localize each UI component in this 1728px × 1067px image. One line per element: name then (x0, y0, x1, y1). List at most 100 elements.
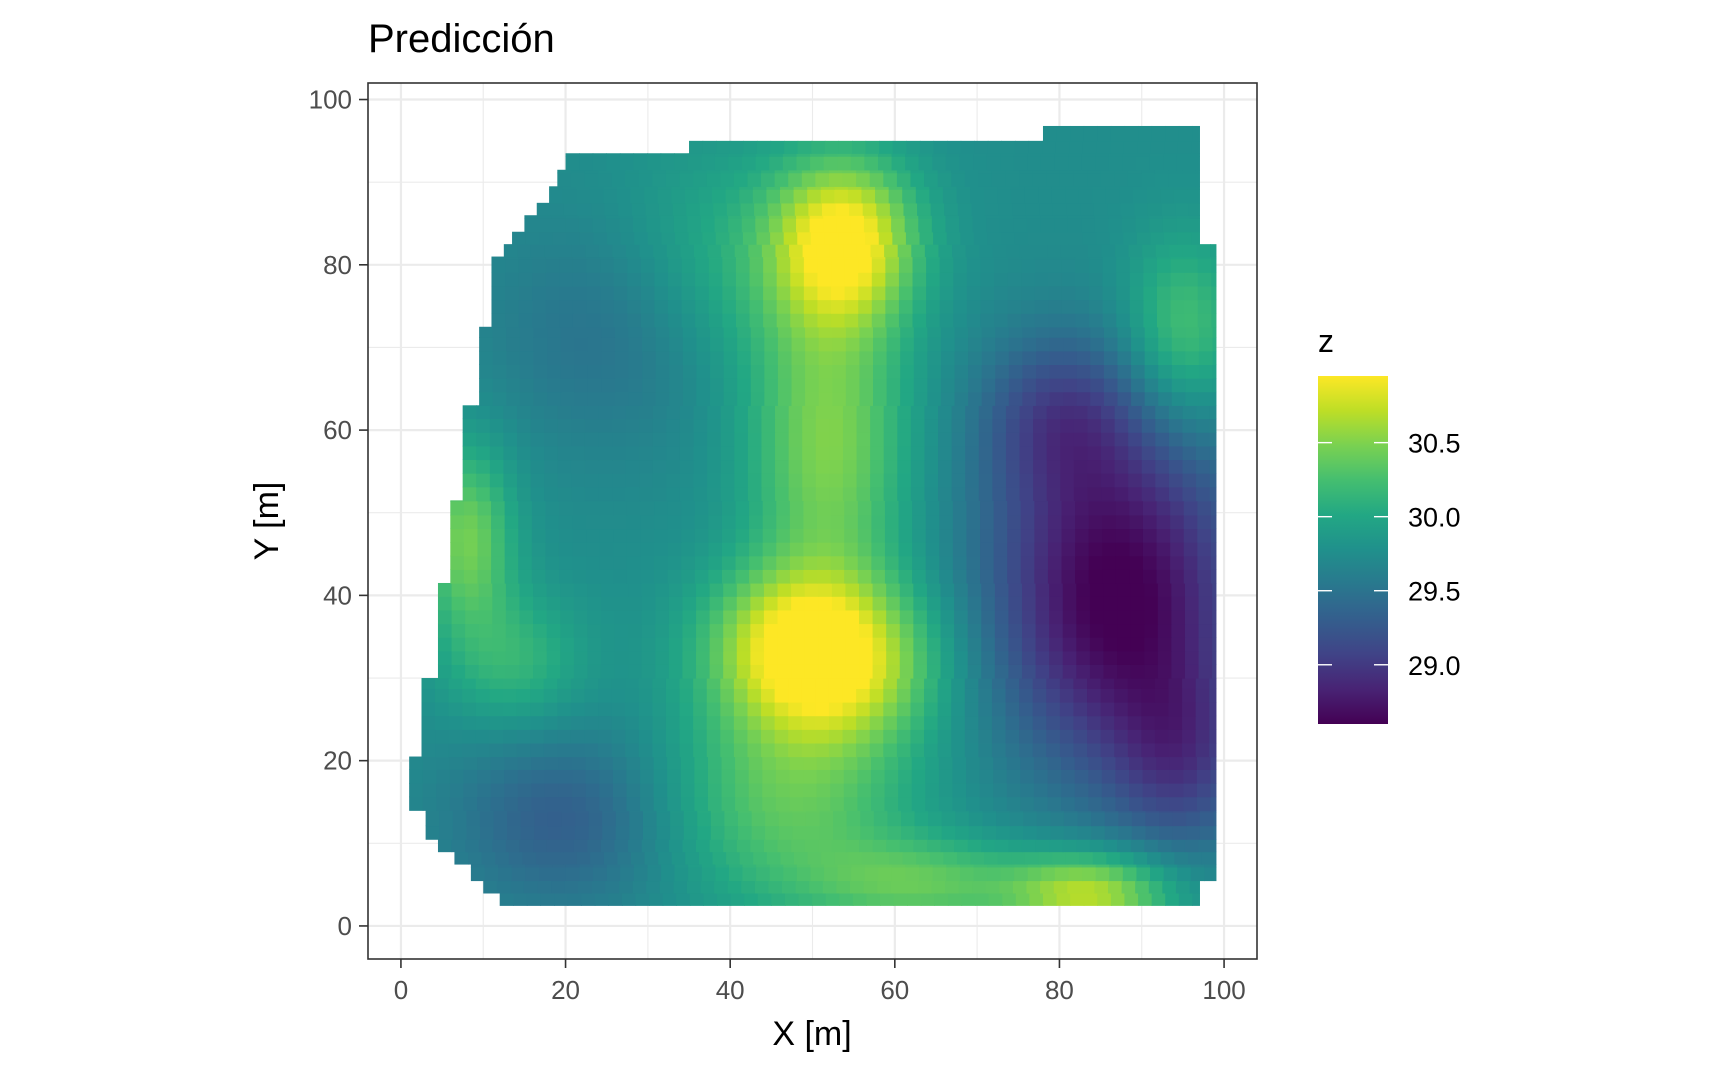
heatmap-tile (1007, 500, 1022, 502)
heatmap-tile (1087, 701, 1102, 717)
heatmap-tile (466, 825, 481, 840)
heatmap-tile (679, 418, 695, 433)
heatmap-tile (816, 769, 831, 784)
heatmap-tile (1007, 555, 1022, 570)
heatmap-tile (1049, 596, 1064, 611)
heatmap-tile (1102, 501, 1117, 516)
heatmap-tile (700, 880, 715, 894)
heatmap-tile (437, 650, 453, 665)
heatmap-tile (873, 391, 888, 406)
heatmap-tile (504, 542, 519, 557)
heatmap-tile (1046, 418, 1061, 433)
heatmap-tile (1055, 231, 1070, 245)
heatmap-tile (1210, 796, 1217, 811)
heatmap-tile (633, 863, 649, 868)
heatmap-tile (996, 811, 1011, 827)
heatmap-tile (735, 514, 750, 530)
heatmap-tile (652, 432, 667, 447)
heatmap-tile (987, 866, 1002, 882)
heatmap-tile (913, 650, 928, 665)
heatmap-tile (896, 742, 912, 758)
heatmap-tile (462, 701, 477, 717)
heatmap-tile (699, 202, 714, 216)
heatmap-tile (694, 501, 709, 516)
heatmap-tile (1131, 810, 1147, 813)
heatmap-tile (628, 637, 643, 652)
heatmap-tile (558, 796, 573, 811)
heatmap-tile (1008, 326, 1023, 338)
heatmap-tile (706, 688, 721, 703)
heatmap-tile (1034, 542, 1049, 557)
heatmap-tile (995, 350, 1010, 365)
heatmap-tile (750, 582, 765, 597)
heatmap-tile (763, 664, 779, 679)
heatmap-tile (1023, 811, 1038, 827)
heatmap-tile (749, 258, 764, 273)
heatmap-tile (687, 218, 702, 233)
heatmap-tile (978, 405, 993, 420)
heatmap-tile (449, 796, 465, 811)
heatmap-tile (1114, 459, 1129, 474)
heatmap-tile (639, 445, 654, 461)
heatmap-tile (489, 742, 504, 758)
heatmap-tile (978, 742, 993, 758)
heatmap-tile (694, 542, 709, 557)
heatmap-tile (913, 637, 928, 652)
heatmap-tile (601, 337, 616, 352)
heatmap-tile (722, 272, 737, 287)
heatmap-tile (735, 796, 750, 811)
heatmap-tile (992, 418, 1007, 433)
heatmap-tile (792, 825, 807, 840)
heatmap-tile (815, 432, 830, 447)
heatmap-tile (1102, 542, 1117, 557)
heatmap-tile (1213, 811, 1217, 827)
heatmap-tile (533, 364, 548, 379)
heatmap-tile (571, 473, 586, 488)
heatmap-tile (1041, 866, 1056, 882)
heatmap-tile (646, 215, 661, 219)
heatmap-tile (776, 258, 791, 273)
heatmap-tile (938, 782, 954, 798)
heatmap-tile (1127, 678, 1142, 689)
heatmap-tile (560, 623, 575, 638)
heatmap-tile (641, 609, 656, 625)
heatmap-tile (693, 688, 708, 703)
heatmap-tile (462, 729, 477, 744)
heatmap-tile (621, 892, 637, 906)
heatmap-tile (939, 256, 954, 260)
heatmap-tile (1063, 350, 1078, 365)
heatmap-tile (829, 459, 844, 474)
heatmap-tile (1035, 609, 1050, 625)
heatmap-tile (1171, 378, 1186, 393)
heatmap-tile (959, 218, 974, 233)
heatmap-tile (1159, 825, 1174, 840)
heatmap-tile (803, 555, 818, 570)
heatmap-tile (733, 678, 749, 689)
heatmap-tile (575, 811, 590, 827)
heatmap-tile (1198, 364, 1214, 379)
heatmap-tile (572, 256, 588, 260)
heatmap-tile (613, 501, 628, 516)
heatmap-tile (531, 756, 546, 770)
heatmap-tile (946, 863, 961, 868)
heatmap-tile (592, 215, 607, 219)
heatmap-tile (679, 473, 695, 488)
heatmap-tile (1170, 514, 1185, 530)
heatmap-tile (1050, 811, 1065, 827)
heatmap-tile (462, 445, 477, 461)
heatmap-tile (1141, 459, 1156, 474)
heatmap-tile (1210, 555, 1217, 570)
heatmap-tile (994, 258, 1009, 273)
heatmap-tile (552, 866, 567, 882)
heatmap-tile (720, 678, 735, 689)
heatmap-tile (1103, 337, 1119, 352)
heatmap-tile (543, 742, 558, 758)
heatmap-tile (966, 313, 982, 328)
y-tick-label: 20 (323, 746, 352, 776)
heatmap-tile (571, 432, 586, 447)
heatmap-tile (941, 810, 956, 813)
heatmap-tile (1156, 528, 1171, 543)
heatmap-tile (652, 688, 667, 703)
heatmap-tile (925, 542, 940, 557)
heatmap-tile (884, 542, 900, 557)
